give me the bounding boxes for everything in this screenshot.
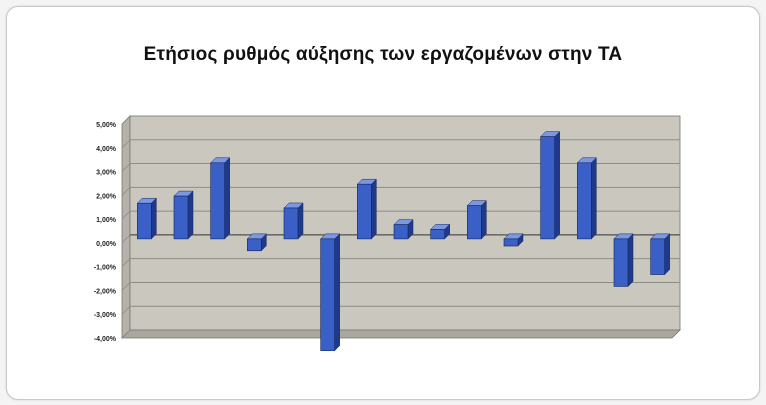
bar-side	[554, 131, 560, 240]
bar	[540, 136, 555, 240]
bar	[247, 238, 262, 252]
bar	[467, 205, 482, 240]
y-tick-label: 3,00%	[96, 170, 117, 177]
gridline-side	[121, 139, 131, 149]
bar-side	[297, 202, 304, 240]
y-tick-label: 2,00%	[96, 193, 117, 200]
gridline-side	[121, 282, 131, 291]
gridline-side	[121, 163, 131, 172]
gridline-side	[121, 329, 131, 339]
gridline-side	[121, 115, 131, 125]
gridline-side	[121, 305, 131, 315]
bar-side	[481, 199, 487, 240]
y-tick-label: -4,00%	[94, 336, 117, 343]
y-tick-label: -1,00%	[94, 265, 117, 272]
gridline-side	[121, 187, 131, 196]
bar-side	[224, 157, 230, 240]
gridline-side	[121, 234, 131, 244]
y-tick-label: 5,00%	[96, 122, 117, 129]
y-tick-label: 4,00%	[96, 146, 117, 153]
y-tick-label: -2,00%	[94, 288, 117, 295]
bar-side	[627, 233, 634, 288]
bar	[393, 224, 409, 240]
bar-side	[371, 178, 377, 240]
y-tick-label: -3,00%	[94, 312, 117, 319]
y-tick-label: 0,00%	[96, 241, 117, 248]
bar	[137, 202, 152, 240]
bar-side	[664, 233, 670, 276]
bar	[173, 195, 189, 240]
gridline-side	[121, 210, 131, 220]
bar-side	[591, 157, 597, 240]
bar	[577, 162, 592, 240]
plot-side-wall	[121, 115, 131, 339]
bar	[650, 238, 665, 275]
bar	[357, 183, 372, 240]
bar-side	[334, 233, 340, 352]
plot-floor	[121, 329, 681, 339]
bar	[210, 162, 225, 240]
bar	[283, 207, 299, 240]
bar-side	[151, 197, 157, 240]
bar	[320, 238, 335, 351]
bar	[503, 238, 519, 247]
y-tick-label: 1,00%	[96, 217, 117, 224]
chart-title: Ετήσιος ρυθμός αύξησης των εργαζομένων σ…	[143, 44, 623, 65]
gridline-side	[121, 258, 131, 267]
bar	[430, 229, 445, 240]
bar-side	[187, 190, 194, 240]
bar	[613, 238, 629, 287]
